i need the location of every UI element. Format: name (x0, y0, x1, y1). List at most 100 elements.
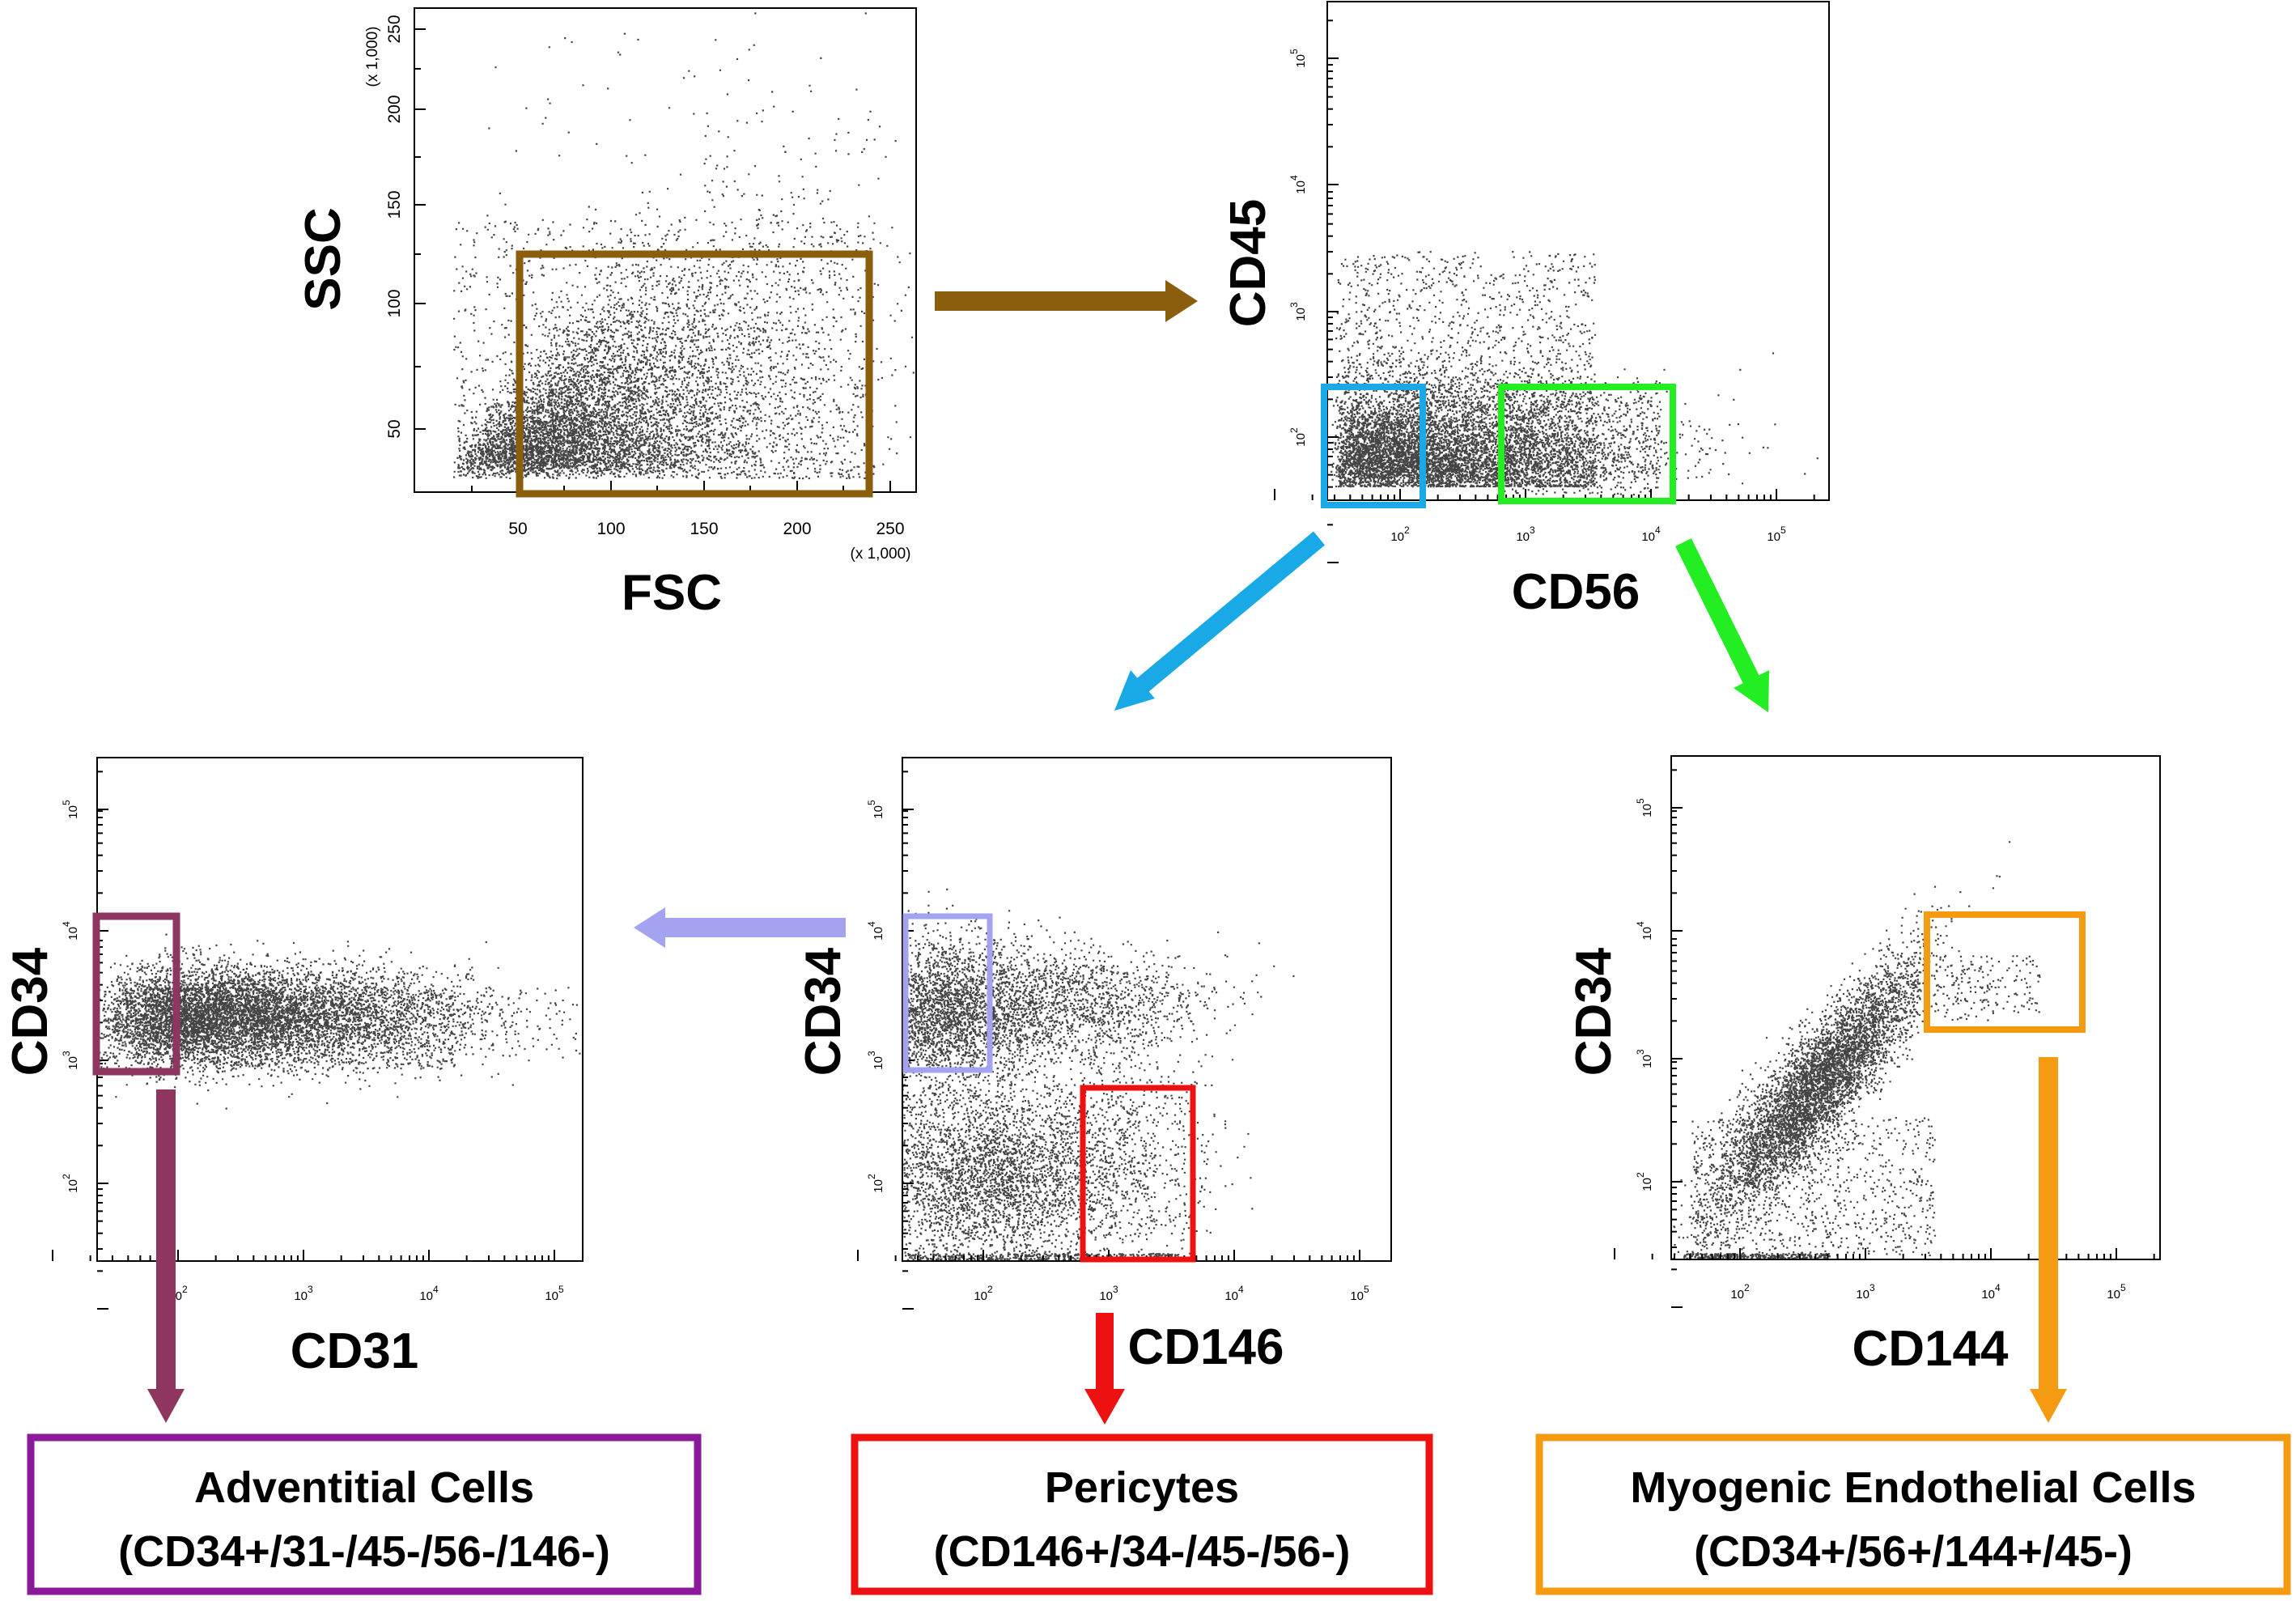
plot-frame (902, 757, 1392, 1262)
x-axis-title: FSC (622, 565, 722, 621)
arrow-cd56neg-to-cd146 (1114, 531, 1326, 711)
gate-cd45-low-cd56-pos (1498, 384, 1676, 504)
y-tick-label: 105 (61, 800, 80, 819)
x-tick-label: 250 (876, 520, 904, 538)
y-axis-title: CD45 (1220, 199, 1276, 328)
y-tick-labels: 50 100 150 200 250 (x 1,000) (364, 15, 404, 438)
x-tick-labels: 102 103 104 105 (1730, 1282, 2126, 1302)
x-tick-label: 104 (1641, 524, 1661, 544)
population-box-pericytes: Pericytes (CD146+/34-/45-/56-) (851, 1433, 1433, 1595)
x-scale-note: (x 1,000) (851, 546, 911, 563)
scatter-dots-cd144-cd34 (1671, 841, 2041, 1259)
y-tick-label: 103 (1635, 1049, 1654, 1068)
y-tick-label: 102 (1635, 1172, 1654, 1191)
y-tick-label: 103 (866, 1051, 885, 1070)
y-tick-label: 105 (1288, 49, 1308, 68)
x-tick-label: 103 (294, 1284, 313, 1303)
gate-cd45-low-cd56-neg (1321, 384, 1426, 508)
scatter-dots-cd56-cd45 (1330, 251, 1819, 496)
gate-cd34-pos-cd31-neg (92, 912, 180, 1076)
y-axis-title: CD34 (1566, 947, 1622, 1076)
y-tick-label: 104 (61, 921, 80, 941)
y-tick-label: 102 (61, 1174, 80, 1193)
y-tick-labels: 102 103 104 105 (61, 800, 80, 1193)
x-tick-labels: 102 103 104 105 (168, 1284, 564, 1303)
x-axis-title: CD144 (1853, 1321, 2010, 1377)
y-scale-note: (x 1,000) (364, 27, 381, 87)
x-tick-label: 105 (545, 1284, 564, 1303)
y-tick-label: 104 (866, 921, 885, 941)
x-axis-title: CD146 (1128, 1319, 1284, 1375)
population-box-myogenic: Myogenic Endothelial Cells (CD34+/56+/14… (1535, 1433, 2291, 1595)
arrow-to-adventitial (147, 1089, 185, 1423)
x-tick-label: 105 (1767, 524, 1786, 544)
gate-fsc-ssc (516, 250, 873, 498)
x-tick-label: 104 (1981, 1282, 2001, 1302)
x-tick-labels: 50 100 150 200 250 (x 1,000) (508, 520, 910, 563)
x-tick-label: 103 (1516, 524, 1535, 544)
plot-fsc-ssc: 50 100 150 200 250 (x 1,000) 50 100 150 … (295, 7, 917, 621)
arrow-to-pericytes (1084, 1313, 1125, 1425)
y-axis-title: CD34 (796, 947, 851, 1076)
population-title: Adventitial Cells (194, 1463, 534, 1512)
x-tick-label: 105 (2107, 1282, 2126, 1302)
x-tick-label: 102 (974, 1284, 993, 1303)
arrow-fsc-to-cd45 (935, 280, 1198, 322)
scatter-dots-fsc-ssc (453, 12, 915, 480)
y-tick-labels: 102 103 104 105 (866, 800, 885, 1193)
gate-cd34-cd144-pos (1924, 911, 2086, 1033)
y-tick-label: 104 (1288, 175, 1308, 194)
y-axis-title: CD34 (2, 947, 58, 1076)
x-tick-label: 105 (1350, 1284, 1369, 1303)
x-tick-label: 104 (1224, 1284, 1244, 1303)
x-tick-label: 102 (1390, 524, 1410, 544)
y-tick-label: 104 (1635, 921, 1654, 941)
log-ticks-p2 (1274, 19, 1815, 563)
y-axis-title: SSC (295, 207, 351, 310)
scatter-dots-cd31-cd34 (99, 933, 581, 1110)
x-tick-labels: 102 103 104 105 (1390, 524, 1786, 544)
log-ticks-p4 (857, 771, 1360, 1310)
x-tick-label: 104 (419, 1284, 439, 1303)
x-axis-title: CD56 (1512, 564, 1640, 620)
population-markers: (CD34+/56+/144+/45-) (1694, 1527, 2133, 1576)
y-tick-label: 105 (866, 800, 885, 819)
y-tick-label: 102 (866, 1174, 885, 1193)
y-tick-label: 105 (1635, 798, 1654, 817)
log-ticks-p3 (52, 771, 555, 1310)
x-tick-label: 102 (1730, 1282, 1750, 1302)
y-tick-label: 250 (385, 15, 404, 43)
y-tick-labels: 102 103 104 105 (1288, 49, 1308, 447)
x-tick-label: 150 (690, 520, 718, 538)
population-box-adventitial: Adventitial Cells (CD34+/31-/45-/56-/146… (27, 1433, 702, 1595)
population-title: Myogenic Endothelial Cells (1630, 1463, 2196, 1512)
x-tick-label: 50 (508, 520, 527, 538)
x-tick-labels: 102 103 104 105 (974, 1284, 1369, 1303)
y-tick-label: 100 (385, 289, 404, 317)
plot-cd56-cd45: 102 103 104 105 102 103 104 105 CD56 CD4… (1220, 1, 1830, 620)
x-tick-label: 103 (1099, 1284, 1118, 1303)
x-tick-label: 100 (596, 520, 625, 538)
y-tick-label: 150 (385, 190, 404, 219)
gate-cd146-pos-cd34-neg (1080, 1085, 1196, 1263)
y-tick-label: 102 (1288, 427, 1308, 447)
gate-cd34-pos-cd146-neg (902, 913, 993, 1073)
x-tick-label: 200 (783, 520, 811, 538)
plot-cd144-cd34: 102 103 104 105 102 103 104 105 CD144 CD… (1566, 755, 2161, 1377)
y-tick-label: 50 (385, 419, 404, 438)
y-tick-label: 103 (61, 1051, 80, 1070)
x-tick-label: 103 (1856, 1282, 1875, 1302)
y-tick-label: 103 (1288, 302, 1308, 321)
plot-cd31-cd34: 102 103 104 105 102 103 104 105 CD31 CD3… (2, 757, 584, 1379)
x-axis-title: CD31 (291, 1323, 419, 1379)
arrow-cd56pos-to-cd144 (1675, 538, 1769, 712)
y-tick-labels: 102 103 104 105 (1635, 798, 1654, 1191)
y-axis-ticks (414, 28, 426, 430)
y-tick-label: 200 (385, 95, 404, 123)
population-title: Pericytes (1045, 1463, 1239, 1512)
population-markers: (CD34+/31-/45-/56-/146-) (118, 1527, 610, 1576)
plot-frame (1670, 755, 2161, 1260)
arrow-to-myogenic (2030, 1057, 2067, 1423)
population-markers: (CD146+/34-/45-/56-) (934, 1527, 1351, 1576)
log-ticks-p5 (1614, 769, 2155, 1308)
